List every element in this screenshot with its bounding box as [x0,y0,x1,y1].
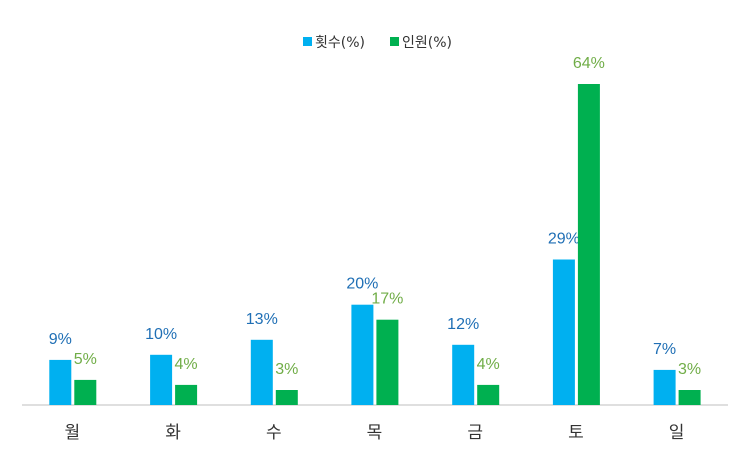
data-label-count-6: 7% [653,341,676,358]
bar-people-3 [376,319,399,405]
bars-group: 9%5%10%4%13%3%20%17%12%4%29%64%7%3% [49,55,701,405]
data-label-people-3: 17% [371,291,403,308]
legend-label-people: 인원(%) [402,35,452,51]
legend: 횟수(%) 인원(%) [303,35,452,51]
legend-swatch-people [390,37,399,46]
bar-count-5 [552,259,575,405]
data-label-count-3: 20% [346,276,378,293]
data-label-count-0: 9% [49,331,72,348]
bar-people-1 [175,384,198,405]
bar-people-2 [275,390,298,405]
bar-people-6 [678,390,701,405]
bar-people-0 [74,379,97,405]
bar-people-5 [577,84,600,405]
data-label-count-2: 13% [246,311,278,328]
bar-count-1 [150,354,173,405]
data-label-people-1: 4% [175,356,198,373]
bar-count-2 [250,339,273,405]
data-label-count-1: 10% [145,326,177,343]
bar-people-4 [477,384,500,405]
x-tick-label-0: 월 [64,423,80,443]
bar-count-0 [49,359,72,405]
data-label-people-2: 3% [275,361,298,378]
data-label-people-4: 4% [477,356,500,373]
x-tick-label-6: 일 [669,423,685,443]
bar-count-6 [653,369,676,405]
x-tick-label-4: 금 [467,423,483,443]
data-label-count-4: 12% [447,316,479,333]
data-label-count-5: 29% [548,231,580,248]
bar-count-3 [351,304,374,405]
legend-swatch-count [303,37,312,46]
bar-count-4 [452,344,475,405]
data-label-people-6: 3% [678,361,701,378]
data-label-people-0: 5% [74,351,97,368]
x-tick-label-5: 토 [568,423,584,443]
data-label-people-5: 64% [573,55,605,72]
x-tick-label-1: 화 [165,423,181,443]
x-tick-label-2: 수 [266,423,282,443]
legend-label-count: 횟수(%) [315,35,365,51]
x-tick-label-3: 목 [367,423,383,443]
